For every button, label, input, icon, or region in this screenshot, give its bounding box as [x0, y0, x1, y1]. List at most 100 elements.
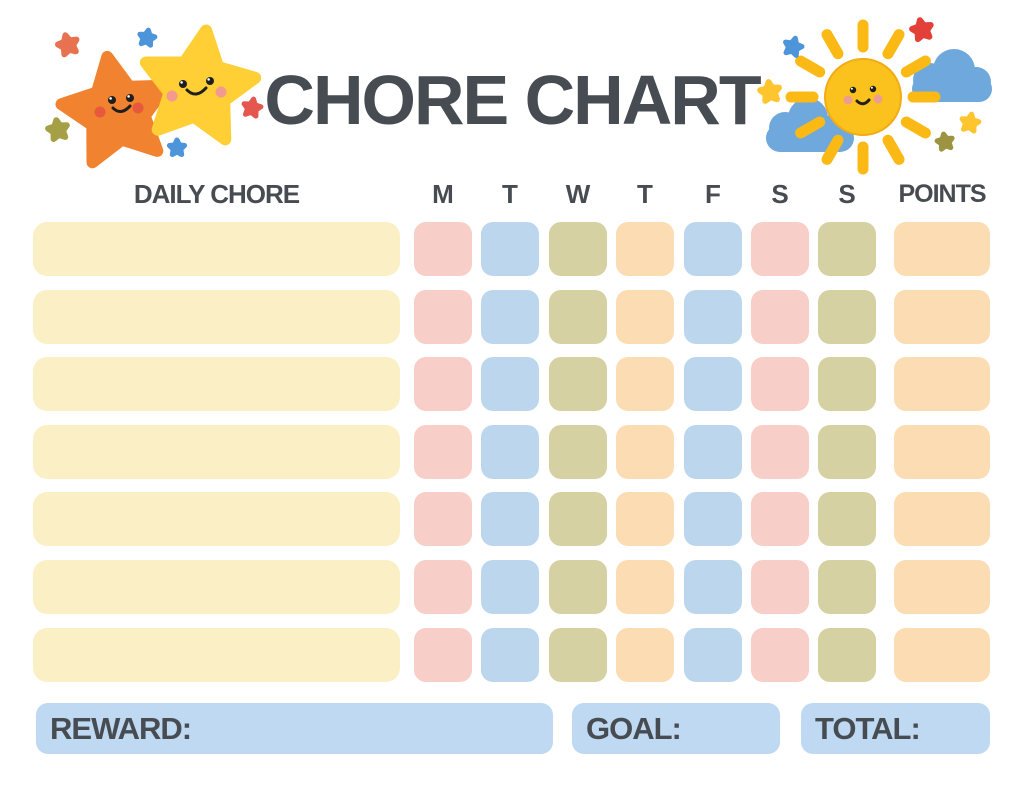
day-cell[interactable] — [616, 425, 674, 479]
day-cell[interactable] — [751, 290, 809, 344]
goal-field[interactable]: GOAL: — [572, 703, 780, 754]
day-cell[interactable] — [684, 628, 742, 682]
day-cell[interactable] — [616, 628, 674, 682]
day-cell[interactable] — [549, 222, 607, 276]
chore-name-field[interactable] — [33, 425, 400, 479]
day-cell[interactable] — [481, 357, 539, 411]
eye-glint-icon — [109, 97, 112, 100]
day-cell[interactable] — [684, 492, 742, 546]
eye-icon — [869, 85, 877, 93]
star-icon — [166, 137, 188, 157]
reward-field[interactable]: REWARD: — [36, 703, 553, 754]
cheek-icon — [166, 90, 178, 102]
day-cell[interactable] — [414, 357, 472, 411]
chore-name-field[interactable] — [33, 222, 400, 276]
day-cell[interactable] — [616, 492, 674, 546]
day-cell[interactable] — [549, 290, 607, 344]
star-icon — [55, 32, 80, 58]
day-cell[interactable] — [751, 222, 809, 276]
points-cell[interactable] — [894, 628, 990, 682]
day-cell[interactable] — [818, 425, 876, 479]
star-icon — [909, 17, 934, 43]
total-field[interactable]: TOTAL: — [801, 703, 990, 754]
day-cell[interactable] — [684, 290, 742, 344]
day-cell[interactable] — [818, 560, 876, 614]
day-header: S — [838, 179, 856, 209]
day-cell[interactable] — [414, 290, 472, 344]
day-header: F — [705, 179, 721, 209]
smile-icon — [185, 86, 208, 96]
day-cell[interactable] — [414, 560, 472, 614]
smile-icon — [111, 104, 132, 113]
day-cell[interactable] — [616, 357, 674, 411]
sun-ray-icon — [821, 134, 844, 165]
day-cell[interactable] — [481, 560, 539, 614]
sun-ray-icon — [900, 116, 931, 139]
stars-decoration — [45, 24, 264, 169]
day-cell[interactable] — [481, 492, 539, 546]
day-header: T — [637, 179, 653, 209]
smile-icon — [855, 98, 871, 106]
day-cell[interactable] — [818, 222, 876, 276]
chore-name-field[interactable] — [33, 560, 400, 614]
day-cell[interactable] — [751, 628, 809, 682]
eye-glint-icon — [870, 86, 873, 89]
day-cell[interactable] — [818, 290, 876, 344]
star-icon — [783, 35, 805, 58]
day-cell[interactable] — [751, 425, 809, 479]
sun-ray-icon — [882, 134, 905, 165]
chore-name-field[interactable] — [33, 290, 400, 344]
day-cell[interactable] — [414, 222, 472, 276]
day-cell[interactable] — [616, 560, 674, 614]
day-cell[interactable] — [818, 628, 876, 682]
star-icon — [139, 24, 262, 146]
day-cell[interactable] — [616, 222, 674, 276]
day-cell[interactable] — [751, 492, 809, 546]
day-cell[interactable] — [751, 357, 809, 411]
chore-name-field[interactable] — [33, 492, 400, 546]
day-cell[interactable] — [684, 425, 742, 479]
day-cell[interactable] — [414, 492, 472, 546]
sun-ray-icon — [795, 55, 826, 78]
points-cell[interactable] — [894, 290, 990, 344]
day-cell[interactable] — [414, 628, 472, 682]
points-cell[interactable] — [894, 560, 990, 614]
day-cell[interactable] — [549, 357, 607, 411]
points-cell[interactable] — [894, 425, 990, 479]
sun-ray-icon — [882, 29, 905, 60]
points-cell[interactable] — [894, 222, 990, 276]
eye-icon — [849, 86, 857, 94]
day-cell[interactable] — [751, 560, 809, 614]
day-header: W — [565, 179, 591, 209]
page-title: CHORE CHART — [264, 61, 761, 139]
day-cell[interactable] — [684, 222, 742, 276]
day-header: T — [502, 179, 518, 209]
chore-name-field[interactable] — [33, 628, 400, 682]
eye-glint-icon — [850, 87, 853, 90]
reward-label: REWARD: — [50, 710, 192, 746]
chore-name-field[interactable] — [33, 357, 400, 411]
day-cell[interactable] — [684, 357, 742, 411]
star-icon — [934, 131, 955, 152]
day-cell[interactable] — [481, 290, 539, 344]
points-cell[interactable] — [894, 357, 990, 411]
day-cell[interactable] — [818, 492, 876, 546]
day-cell[interactable] — [549, 560, 607, 614]
sun-clouds-decoration — [757, 17, 992, 175]
day-cell[interactable] — [414, 425, 472, 479]
day-cell[interactable] — [616, 290, 674, 344]
star-icon — [757, 79, 782, 104]
day-cell[interactable] — [549, 628, 607, 682]
eye-glint-icon — [127, 95, 130, 98]
day-cell[interactable] — [481, 222, 539, 276]
cheek-icon — [843, 95, 853, 105]
day-cell[interactable] — [481, 425, 539, 479]
day-cell[interactable] — [818, 357, 876, 411]
day-cell[interactable] — [684, 560, 742, 614]
day-cell[interactable] — [549, 492, 607, 546]
day-cell[interactable] — [481, 628, 539, 682]
day-cell[interactable] — [549, 425, 607, 479]
points-cell[interactable] — [894, 492, 990, 546]
goal-label: GOAL: — [586, 710, 682, 746]
